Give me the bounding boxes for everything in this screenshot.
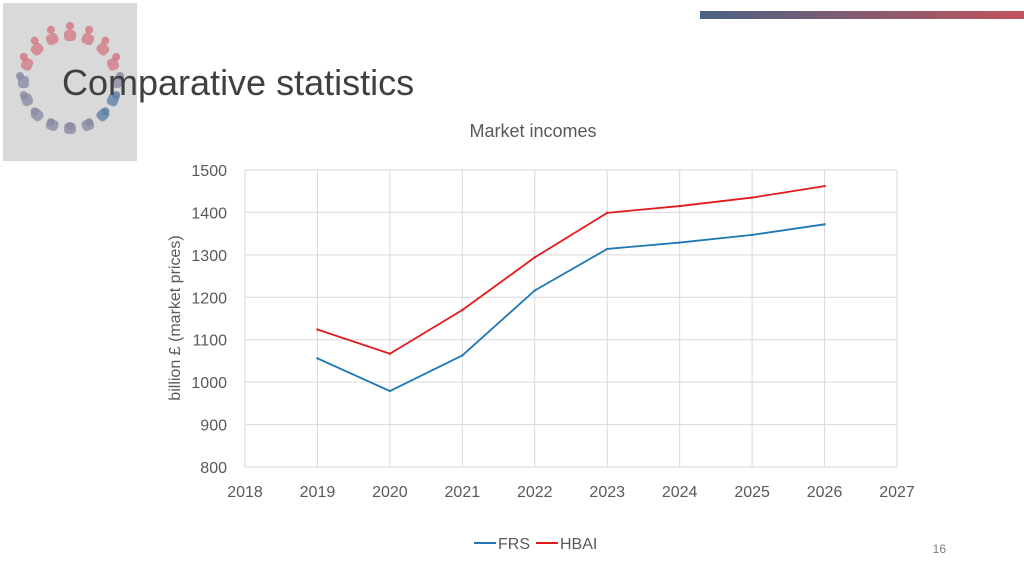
logo-person-body [106, 57, 120, 71]
logo-person-body [20, 57, 34, 71]
data-point-frs [750, 233, 754, 237]
logo-person-head [85, 25, 94, 34]
x-tick-label: 2018 [227, 484, 263, 501]
page-number: 16 [932, 542, 946, 556]
logo-person-body [45, 118, 59, 132]
y-tick-label: 1100 [193, 333, 228, 350]
x-tick-label: 2023 [589, 484, 625, 501]
x-tick-label: 2024 [662, 484, 698, 501]
x-tick-label: 2022 [517, 484, 553, 501]
accent-bar [700, 11, 1024, 19]
logo-person-body [30, 42, 44, 56]
legend-label-frs: FRS [498, 536, 530, 553]
data-point-frs [606, 247, 609, 251]
series-line-hbai [317, 185, 825, 355]
people-circle-logo-icon [16, 22, 124, 134]
page-title: Comparative statistics [62, 62, 415, 103]
logo-person-body [45, 32, 59, 46]
data-point-frs [461, 354, 464, 357]
logo-person-body [111, 76, 122, 88]
data-point-hbai [388, 352, 392, 355]
x-tick-label: 2020 [372, 484, 408, 501]
legend-label-hbai: HBAI [560, 536, 597, 553]
data-point-hbai [461, 308, 464, 312]
data-point-frs [678, 241, 681, 244]
logo-person-head [30, 36, 39, 45]
logo-person-head [46, 25, 55, 34]
logo-person-body [96, 42, 110, 56]
x-tick-label: 2026 [807, 484, 843, 501]
y-tick-label: 800 [200, 460, 227, 477]
y-tick-label: 1500 [191, 163, 227, 180]
y-tick-label: 1200 [191, 290, 227, 307]
data-point-hbai [823, 184, 826, 188]
logo-person-body [81, 118, 95, 132]
logo-person-body [20, 93, 34, 107]
logo-person-head [66, 22, 74, 30]
logo-person-body [30, 108, 44, 122]
logo-person-body [81, 32, 95, 46]
y-tick-label: 1400 [191, 205, 227, 222]
data-point-frs [533, 289, 536, 292]
logo-person-body [18, 76, 29, 88]
data-point-hbai [678, 204, 681, 208]
data-point-hbai [533, 256, 536, 259]
logo-person-body [64, 123, 76, 134]
x-tick-label: 2027 [879, 484, 915, 501]
logo-person-body [96, 108, 110, 122]
data-point-hbai [316, 328, 319, 331]
data-point-frs [316, 357, 319, 360]
y-axis-label: billion £ (market prices) [167, 235, 184, 400]
x-tick-label: 2021 [445, 484, 481, 501]
logo-person-head [101, 36, 110, 45]
logo-person-body [64, 30, 76, 41]
logo [3, 3, 137, 161]
data-point-hbai [606, 211, 609, 215]
data-point-hbai [750, 196, 754, 199]
data-point-frs [388, 389, 392, 393]
y-tick-label: 1300 [191, 248, 227, 265]
y-tick-label: 1000 [191, 375, 227, 392]
logo-person-body [106, 93, 120, 107]
x-tick-label: 2025 [734, 484, 770, 501]
series-line-frs [317, 223, 825, 392]
y-tick-label: 900 [200, 418, 227, 435]
data-point-frs [823, 223, 826, 226]
x-tick-label: 2019 [300, 484, 336, 501]
chart-title: Market incomes [469, 121, 596, 141]
